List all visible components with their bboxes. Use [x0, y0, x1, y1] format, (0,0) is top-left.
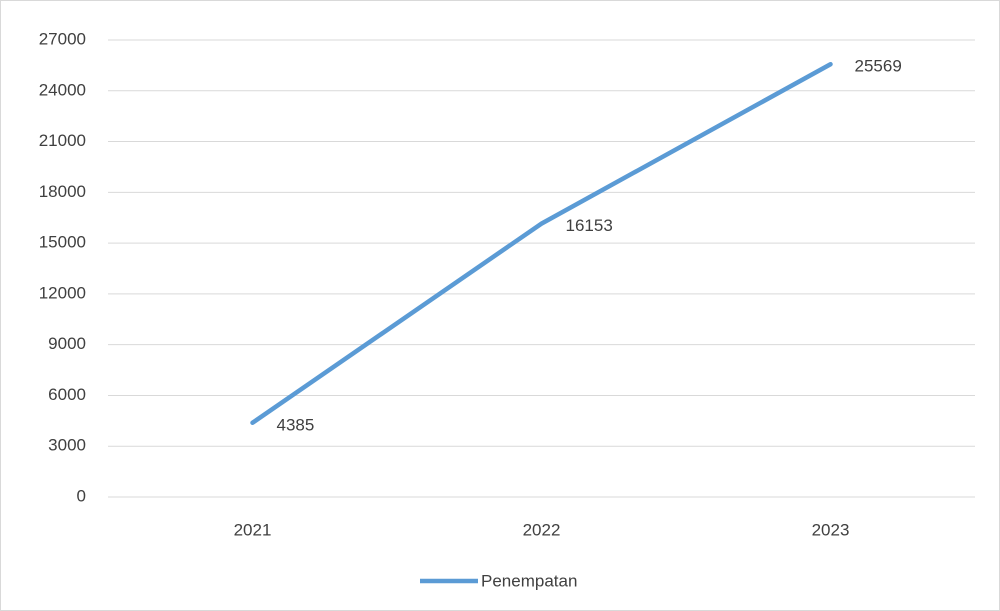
y-tick-label: 12000 [39, 283, 86, 302]
data-label: 16153 [566, 216, 613, 235]
series-line [250, 61, 833, 426]
data-label: 4385 [277, 415, 315, 434]
x-tick-label: 2022 [523, 520, 561, 539]
y-tick-label: 24000 [39, 80, 86, 99]
legend-label: Penempatan [481, 571, 577, 590]
y-tick-label: 0 [77, 486, 86, 505]
y-tick-label: 9000 [48, 334, 86, 353]
y-tick-label: 21000 [39, 131, 86, 150]
y-tick-label: 15000 [39, 233, 86, 252]
y-tick-label: 27000 [39, 29, 86, 48]
y-tick-label: 6000 [48, 385, 86, 404]
x-tick-label: 2023 [812, 520, 850, 539]
y-tick-label: 3000 [48, 436, 86, 455]
y-tick-label: 18000 [39, 182, 86, 201]
data-label: 25569 [855, 57, 902, 76]
x-tick-label: 2021 [234, 520, 272, 539]
